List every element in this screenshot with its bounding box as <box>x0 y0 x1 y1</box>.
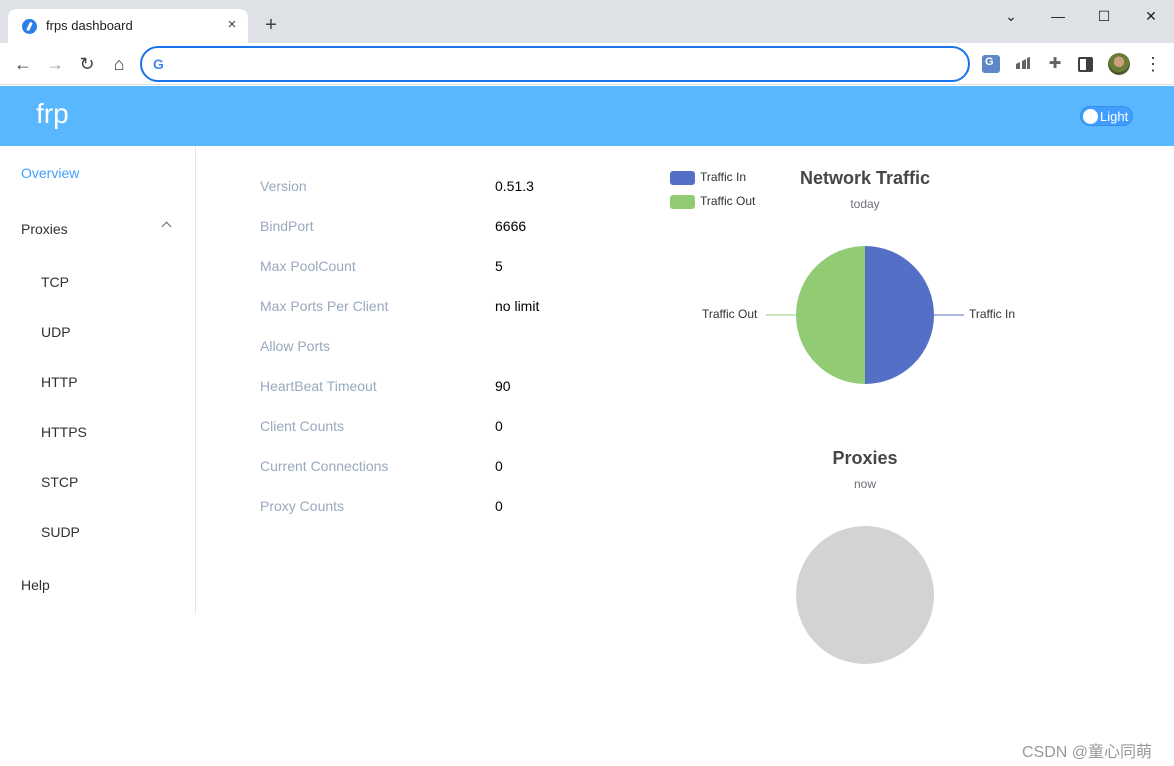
pie-label-traffic-in: Traffic In <box>969 307 1016 321</box>
info-label: Allow Ports <box>260 338 331 354</box>
sidebar-item-tcp[interactable]: TCP <box>0 258 195 308</box>
info-row-client-counts: Client Counts 0 <box>260 418 640 442</box>
address-input[interactable] <box>176 53 956 75</box>
sidebar-item-label: Help <box>21 577 50 593</box>
info-label: HeartBeat Timeout <box>260 378 377 394</box>
info-value: 5 <box>495 258 503 274</box>
proxies-chart-title: Proxies <box>832 448 898 468</box>
theme-switch-label: Light <box>1100 109 1129 124</box>
info-row-proxy-counts: Proxy Counts 0 <box>260 498 640 522</box>
proxies-pie-chart <box>796 526 934 664</box>
info-label: Max Ports Per Client <box>260 298 389 314</box>
info-label: Version <box>260 178 307 194</box>
proxies-chart-subtitle: now <box>853 477 876 491</box>
info-row-heartbeat-timeout: HeartBeat Timeout 90 <box>260 378 640 402</box>
address-bar[interactable]: G <box>140 46 970 82</box>
info-label: Client Counts <box>260 418 345 434</box>
switch-knob <box>1083 109 1098 124</box>
chevron-up-icon <box>161 221 172 232</box>
info-value: 90 <box>495 378 511 394</box>
sidebar-item-udp[interactable]: UDP <box>0 308 195 358</box>
traffic-chart-subtitle: today <box>850 197 880 211</box>
pie-empty-placeholder <box>796 526 934 664</box>
info-value: 6666 <box>495 218 527 234</box>
sidebar-item-help[interactable]: Help <box>0 558 195 614</box>
sidebar-item-label: UDP <box>41 324 71 340</box>
info-row-bindport: BindPort 6666 <box>260 218 640 242</box>
sidebar-item-https[interactable]: HTTPS <box>0 408 195 458</box>
sidebar-item-label: STCP <box>41 474 79 490</box>
info-row-allow-ports: Allow Ports <box>260 338 640 362</box>
sidebar-item-label: HTTP <box>41 374 78 390</box>
info-value: 0 <box>495 458 503 474</box>
browser-tabstrip: frps dashboard × + ⌄ — ☐ ✕ <box>0 0 1174 43</box>
info-row-current-connections: Current Connections 0 <box>260 458 640 482</box>
theme-switch[interactable]: Light <box>1080 106 1133 126</box>
info-value: 0 <box>495 498 503 514</box>
traffic-pie-chart <box>766 246 964 384</box>
home-button[interactable]: ⌂ <box>113 54 125 74</box>
forward-button[interactable]: → <box>46 54 64 74</box>
extensions-puzzle-icon[interactable]: ✚ <box>1048 55 1062 72</box>
info-label: Proxy Counts <box>260 498 345 514</box>
browser-menu-icon[interactable]: ⋮ <box>1144 54 1162 74</box>
info-label: Max PoolCount <box>260 258 356 274</box>
maximize-button[interactable]: ☐ <box>1097 8 1111 24</box>
profile-avatar[interactable] <box>1108 53 1130 75</box>
sidebar-item-http[interactable]: HTTP <box>0 358 195 408</box>
reload-button[interactable]: ↻ <box>79 54 95 74</box>
sidebar-menu: Overview Proxies TCP UDP HTTP HTTPS STCP… <box>0 146 196 614</box>
back-button[interactable]: ← <box>14 54 32 74</box>
pie-slice-traffic-in[interactable] <box>865 246 934 384</box>
pie-slice-traffic-out[interactable] <box>796 246 865 384</box>
tab-title: frps dashboard <box>46 18 133 33</box>
info-value: 0 <box>495 418 503 434</box>
frp-favicon-icon <box>22 19 37 34</box>
sidebar-item-label: Proxies <box>21 221 68 237</box>
translate-extension-icon[interactable] <box>982 55 1000 73</box>
info-value: no limit <box>495 298 540 314</box>
sidebar-item-label: TCP <box>41 274 69 290</box>
minimize-button[interactable]: — <box>1051 8 1065 24</box>
close-window-button[interactable]: ✕ <box>1145 8 1157 24</box>
info-row-max-ports-per-client: Max Ports Per Client no limit <box>260 298 640 322</box>
sidebar-item-stcp[interactable]: STCP <box>0 458 195 508</box>
pie-label-traffic-out: Traffic Out <box>702 307 758 321</box>
sidebar-item-proxies[interactable]: Proxies <box>0 202 195 258</box>
traffic-chart-title: Network Traffic <box>799 168 931 188</box>
watermark: CSDN @童心同萌 <box>1022 744 1153 761</box>
sidebar-item-label: SUDP <box>41 524 80 540</box>
new-tab-button[interactable]: + <box>265 14 277 36</box>
legend-item-traffic-out[interactable]: Traffic Out <box>670 194 790 210</box>
chart-extension-icon[interactable] <box>1014 55 1032 73</box>
legend-label: Traffic Out <box>700 194 756 208</box>
info-value: 0.51.3 <box>495 178 534 194</box>
tab-close-icon[interactable]: × <box>227 16 237 33</box>
tab-search-chevron-icon[interactable]: ⌄ <box>1005 8 1017 24</box>
info-label: Current Connections <box>260 458 389 474</box>
side-panel-icon[interactable] <box>1078 57 1093 72</box>
legend-swatch <box>670 195 695 209</box>
legend-item-traffic-in[interactable]: Traffic In <box>670 170 790 186</box>
sidebar-item-label: HTTPS <box>41 424 87 440</box>
google-icon: G <box>153 56 164 72</box>
sidebar-item-sudp[interactable]: SUDP <box>0 508 195 558</box>
brand-logo[interactable]: frp <box>36 98 69 129</box>
legend-swatch <box>670 171 695 185</box>
info-label: BindPort <box>260 218 314 234</box>
sidebar-item-label: Overview <box>21 165 80 181</box>
browser-toolbar: ← → ↻ ⌂ G ✚ ⋮ <box>0 43 1174 85</box>
app-header: frp Light <box>0 86 1174 146</box>
info-row-version: Version 0.51.3 <box>260 178 640 202</box>
info-row-max-poolcount: Max PoolCount 5 <box>260 258 640 282</box>
browser-tab[interactable]: frps dashboard × <box>8 9 248 43</box>
legend-label: Traffic In <box>700 170 747 184</box>
sidebar-item-overview[interactable]: Overview <box>0 146 195 202</box>
